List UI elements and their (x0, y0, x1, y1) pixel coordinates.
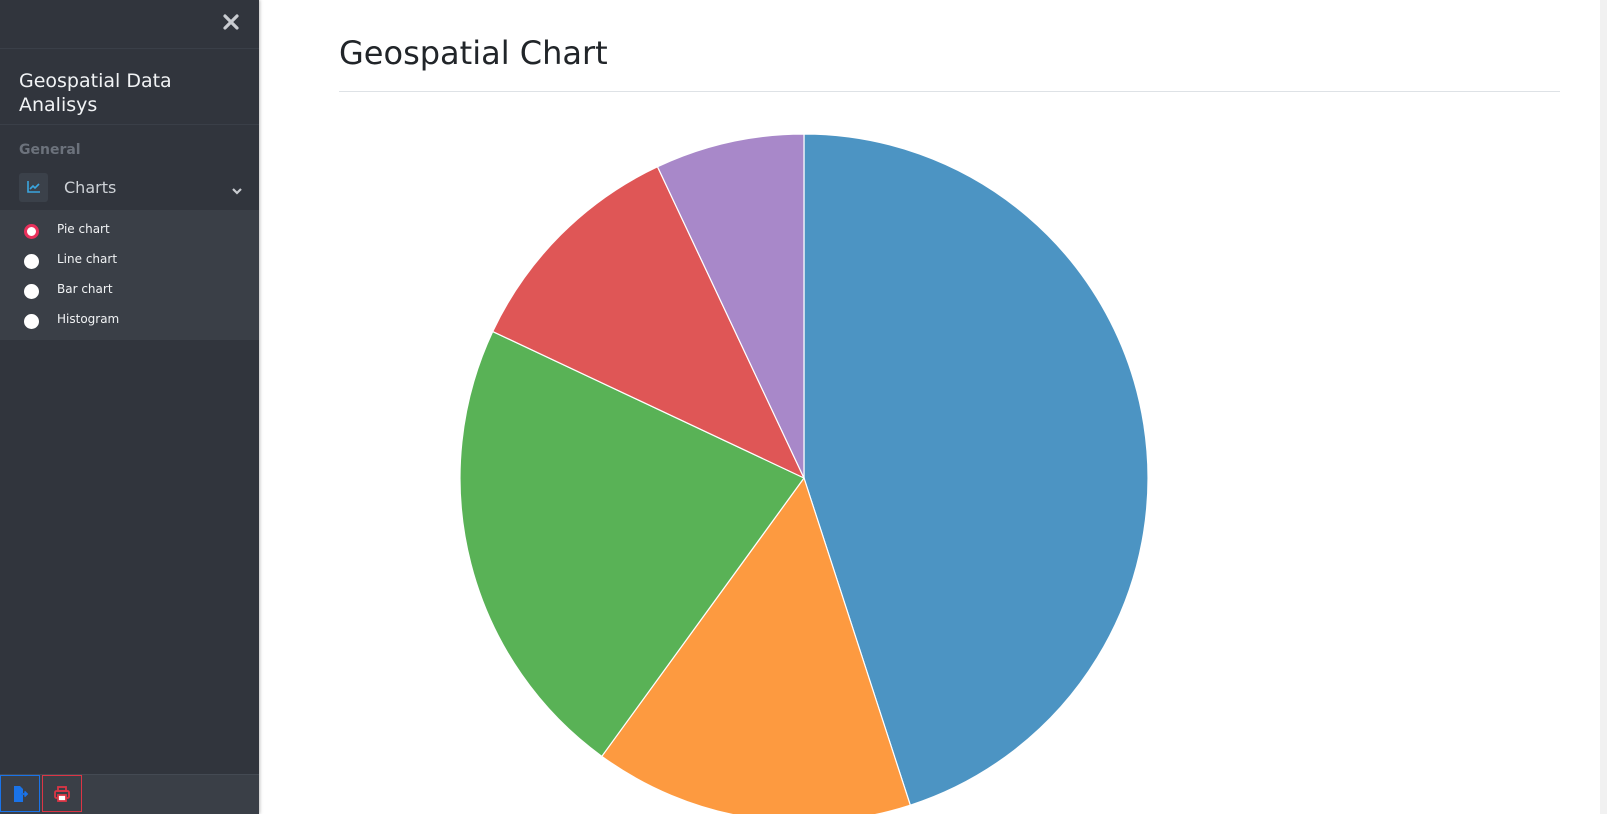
title-divider (339, 91, 1560, 92)
pie-slice-4[interactable] (656, 133, 805, 479)
export-button[interactable] (0, 775, 40, 812)
chart-line-icon (19, 172, 48, 202)
sidebar-footer (0, 774, 259, 814)
submenu-item-label: Bar chart (57, 282, 113, 296)
radio-icon (24, 283, 39, 299)
print-button[interactable] (42, 775, 82, 812)
print-icon (54, 785, 70, 802)
submenu-item-bar-chart[interactable]: Bar chart (0, 274, 259, 304)
pie-chart (459, 133, 1149, 814)
submenu-item-pie-chart[interactable]: Pie chart (0, 214, 259, 244)
submenu-item-line-chart[interactable]: Line chart (0, 244, 259, 274)
charts-submenu: Pie chart Line chart Bar chart Histogram (0, 210, 259, 340)
app-title: Geospatial Data Analisys (0, 49, 259, 125)
close-icon (223, 14, 239, 30)
section-label: General (19, 142, 81, 158)
pie-slice-3[interactable] (491, 165, 806, 480)
radio-icon (24, 313, 39, 329)
submenu-item-label: Pie chart (57, 222, 110, 236)
submenu-item-label: Histogram (57, 312, 120, 326)
submenu-item-label: Line chart (57, 252, 118, 266)
menu-item-label: Charts (64, 177, 117, 197)
file-export-icon (14, 785, 29, 802)
menu-item-charts[interactable]: Charts (0, 167, 259, 207)
chevron-down-icon[interactable] (231, 181, 243, 200)
sidebar-top (0, 0, 259, 49)
close-sidebar-button[interactable] (219, 10, 243, 34)
main-content: Geospatial Chart (259, 0, 1607, 814)
page-title: Geospatial Chart (339, 34, 608, 72)
submenu-item-histogram[interactable]: Histogram (0, 304, 259, 334)
sidebar: Geospatial Data Analisys General Charts … (0, 0, 259, 814)
scrollbar[interactable] (1600, 0, 1607, 814)
radio-icon (24, 253, 39, 269)
pie-slice-0[interactable] (803, 133, 1149, 806)
radio-icon (24, 223, 39, 239)
